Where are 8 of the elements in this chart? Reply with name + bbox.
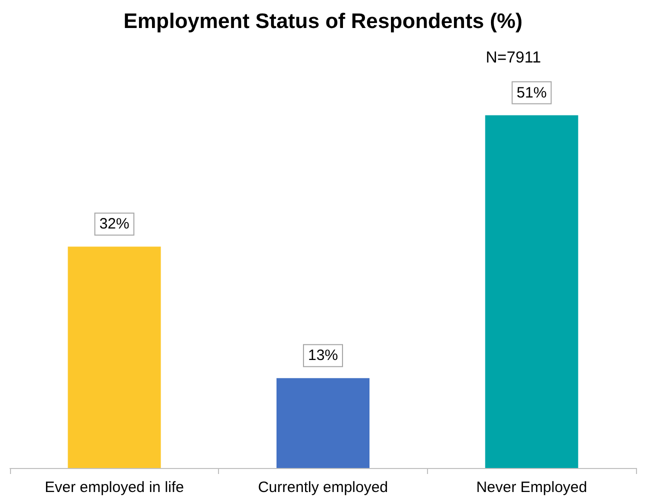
x-tick-label: Currently employed	[258, 479, 388, 496]
data-label: 51%	[516, 84, 547, 102]
x-tick-label: Ever employed in life	[44, 479, 184, 496]
text: N=7911	[486, 50, 542, 66]
x-tick-label: Never Employed	[476, 479, 588, 496]
data-label: 32%	[99, 216, 130, 233]
chart-title: Employment Status of Respondents (%)	[123, 10, 523, 33]
data-label: 13%	[308, 347, 338, 364]
